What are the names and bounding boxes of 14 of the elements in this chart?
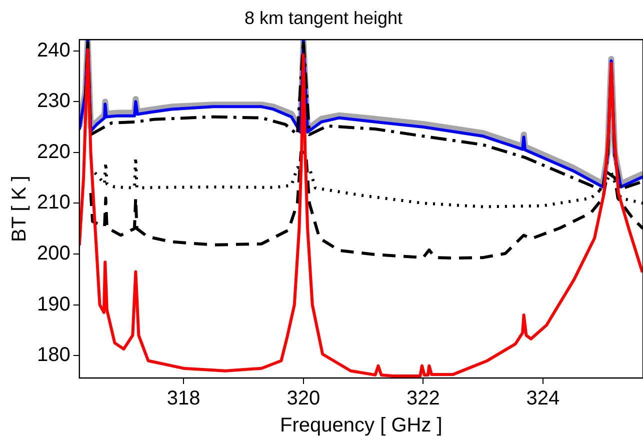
x-tick-label: 324 bbox=[526, 388, 560, 410]
y-tick-label: 200 bbox=[36, 242, 70, 265]
x-tick-label: 318 bbox=[166, 388, 200, 410]
y-axis-title: BT [ K ] bbox=[8, 176, 31, 242]
y-tick-label: 210 bbox=[36, 192, 70, 214]
y-tick-label: 190 bbox=[36, 293, 70, 316]
y-tick-label: 220 bbox=[36, 140, 70, 163]
y-tick-label: 180 bbox=[36, 344, 70, 366]
x-tick-label: 320 bbox=[286, 388, 320, 410]
x-tick-label: 322 bbox=[406, 388, 440, 410]
y-tick-label: 240 bbox=[36, 39, 70, 62]
chart-title: 8 km tangent height bbox=[244, 8, 403, 28]
x-axis-title: Frequency [ GHz ] bbox=[280, 414, 442, 437]
y-tick-label: 230 bbox=[36, 90, 70, 112]
